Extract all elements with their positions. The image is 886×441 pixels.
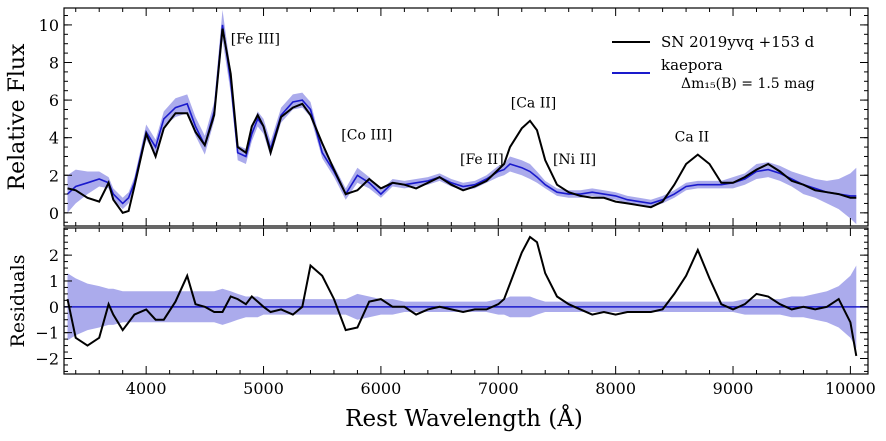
annotation-label: Ca II — [675, 129, 710, 145]
residual-y-axis: −2 −1 0 1 2 — [35, 228, 868, 372]
annotation-label: [Ni II] — [553, 152, 596, 168]
residuals-panel: −2 −1 0 1 2 4000 5000 6000 7000 8000 9000 10000 Re… — [7, 227, 876, 432]
x-tick-label: 7000 — [478, 379, 519, 398]
x-axis: 4000 5000 6000 7000 8000 9000 10000 — [75, 228, 876, 398]
flux-y-tick-label: 8 — [49, 54, 59, 73]
flux-y-axis: 0 2 4 6 8 10 — [39, 15, 868, 223]
x-tick-label: 9000 — [713, 379, 754, 398]
residual-y-tick-label: 1 — [49, 272, 59, 291]
wavelength-axis-label: Rest Wavelength (Å) — [345, 404, 583, 432]
flux-panel: [Fe III] [Co III] [Fe II] [Ca II] [Ni II] Ca … — [5, 7, 869, 227]
legend-label-sn-2019yvq: SN 2019yvq +153 d — [661, 33, 815, 51]
flux-axes-frame — [63, 7, 869, 227]
legend-note-delta-m15: Δm₁₅(B) = 1.5 mag — [681, 76, 815, 92]
legend: SN 2019yvq +153 d kaepora Δm₁₅(B) = 1.5 … — [612, 33, 815, 92]
x-tick-label: 5000 — [243, 379, 284, 398]
annotation-label: [Fe III] — [231, 32, 280, 48]
flux-y-tick-label: 10 — [39, 16, 59, 35]
residual-y-tick-label: 0 — [49, 298, 59, 317]
flux-y-tick-label: 2 — [49, 166, 59, 185]
annotation-label: [Co III] — [341, 128, 392, 144]
residual-y-tick-label: 2 — [49, 246, 59, 265]
residual-y-tick-label: −1 — [35, 324, 59, 343]
residual-y-tick-label: −2 — [35, 349, 59, 368]
residual-line — [66, 235, 858, 357]
flux-x-ticks — [75, 8, 851, 226]
residual-axis-label: Residuals — [7, 255, 29, 348]
x-tick-label: 8000 — [595, 379, 636, 398]
x-tick-label: 4000 — [126, 379, 167, 398]
x-tick-label: 10000 — [825, 379, 876, 398]
line-annotations: [Fe III] [Co III] [Fe II] [Ca II] [Ni II] Ca … — [231, 32, 710, 168]
sn-2019yvq-flux-line — [67, 28, 857, 214]
annotation-label: [Ca II] — [511, 96, 557, 112]
residual-axes-frame — [63, 227, 869, 375]
flux-y-tick-label: 6 — [49, 91, 59, 110]
legend-label-kaepora: kaepora — [661, 56, 723, 74]
x-tick-label: 6000 — [361, 379, 402, 398]
annotation-label: [Fe II] — [460, 152, 504, 168]
flux-y-tick-label: 0 — [49, 204, 59, 223]
flux-axis-label: Relative Flux — [5, 43, 30, 191]
flux-y-tick-label: 4 — [49, 129, 59, 148]
